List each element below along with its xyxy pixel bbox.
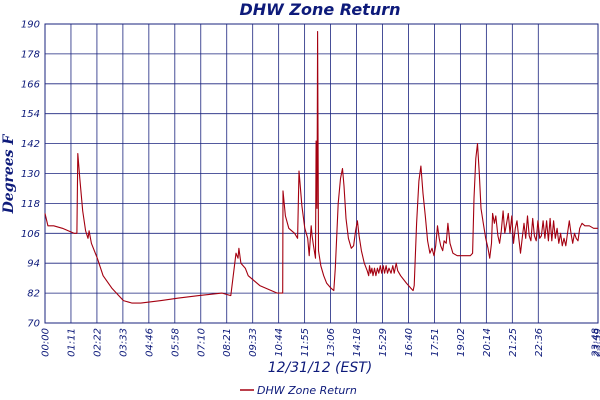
- x-tick-label: 10:44: [274, 328, 285, 357]
- x-tick-label: 09:33: [248, 328, 259, 357]
- x-axis-ticks: 00:00 01:11 02:22 03:33 04:46 05:58 07:10 08:21…: [41, 328, 600, 357]
- y-tick-label: 142: [21, 139, 40, 150]
- x-axis-label: 12/31/12 (EST): [268, 360, 373, 376]
- x-tick-label: 04:46: [144, 328, 155, 357]
- x-tick-label: 15:29: [378, 328, 389, 357]
- plot-frame: [44, 23, 599, 324]
- y-axis-ticks: 70 82 94 106 118 130 142 154 166 178 190: [21, 20, 40, 330]
- y-tick-label: 130: [21, 169, 40, 180]
- y-tick-label: 154: [21, 109, 40, 120]
- x-tick-label: 07:10: [196, 328, 207, 357]
- chart-title: DHW Zone Return: [240, 0, 401, 19]
- y-tick-label: 118: [21, 199, 40, 210]
- y-axis-label: Degrees F: [1, 134, 17, 215]
- legend-label: DHW Zone Return: [257, 384, 357, 397]
- x-tick-label: 16:40: [404, 328, 415, 357]
- x-tick-label: 02:22: [92, 328, 103, 357]
- series-layer: [44, 30, 598, 304]
- grid-lines: [45, 24, 598, 323]
- y-tick-label: 82: [27, 289, 40, 300]
- y-tick-label: 106: [21, 229, 40, 240]
- y-tick-label: 166: [21, 79, 40, 90]
- x-tick-label: 22:36: [534, 328, 545, 357]
- x-tick-label: 01:11: [66, 328, 77, 357]
- legend: DHW Zone Return: [240, 384, 357, 397]
- x-tick-label: 08:21: [222, 328, 233, 357]
- x-tick-label: 23:59: [593, 328, 600, 357]
- x-tick-label: 20:14: [482, 328, 493, 357]
- y-tick-label: 190: [21, 20, 40, 31]
- x-tick-label: 03:33: [118, 328, 129, 357]
- y-tick-label: 94: [27, 259, 40, 270]
- x-tick-label: 00:00: [41, 328, 52, 357]
- x-tick-label: 23:48: [591, 328, 600, 357]
- x-tick-label: 14:18: [352, 328, 363, 357]
- x-tick-label: 11:55: [300, 328, 311, 357]
- series-line: [44, 30, 598, 304]
- y-tick-label: 70: [27, 319, 40, 330]
- y-tick-label: 178: [21, 49, 40, 60]
- x-tick-label: 13:06: [326, 328, 337, 357]
- x-tick-label: 21:25: [508, 328, 519, 357]
- x-tick-label: 19:02: [456, 328, 467, 357]
- x-tick-label: 17:51: [430, 328, 441, 357]
- x-tick-label: 05:58: [170, 328, 181, 357]
